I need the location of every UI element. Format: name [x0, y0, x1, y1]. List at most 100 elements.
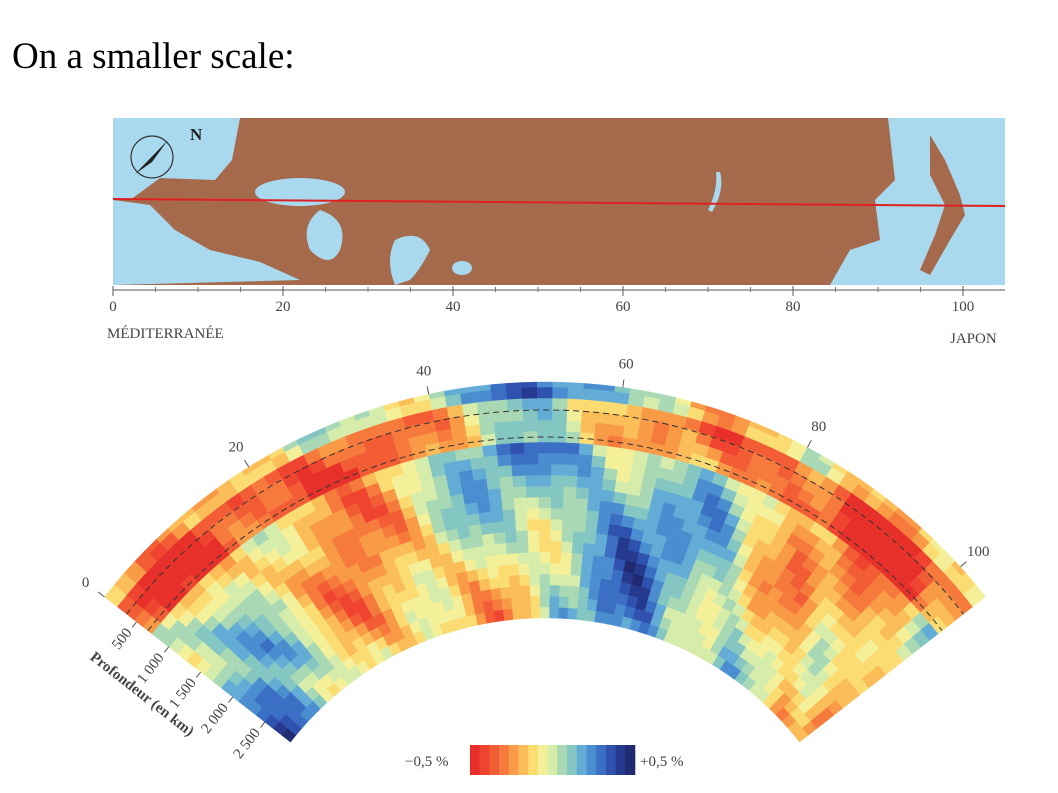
tick-label: 0	[109, 299, 117, 315]
cell	[498, 575, 511, 589]
cell	[582, 388, 600, 401]
swatch	[547, 745, 558, 775]
cell	[502, 608, 514, 621]
cell	[466, 512, 481, 527]
cell	[594, 422, 611, 436]
cell	[519, 574, 531, 587]
cell	[560, 552, 573, 565]
cell	[550, 518, 563, 531]
tick	[426, 386, 430, 395]
cell	[483, 455, 499, 468]
cell	[575, 486, 590, 500]
cell	[489, 498, 503, 512]
colorbar-max: +0,5 %	[640, 754, 683, 770]
depth-tick	[195, 671, 202, 678]
cell	[607, 523, 622, 537]
tick-label: 80	[811, 419, 826, 435]
cell	[514, 508, 528, 521]
cell	[596, 400, 614, 414]
cell	[528, 540, 540, 553]
cell	[488, 576, 501, 590]
cell	[563, 486, 577, 499]
swatch	[479, 745, 490, 775]
cell	[516, 530, 529, 543]
tick	[960, 561, 967, 568]
tick-label: 60	[619, 357, 634, 373]
sea	[113, 118, 240, 200]
depth-tick	[260, 721, 266, 728]
cell	[586, 598, 599, 612]
cell	[570, 563, 583, 576]
cell	[490, 383, 507, 390]
cell	[611, 501, 626, 516]
swatch	[508, 745, 519, 775]
cell	[510, 453, 526, 466]
cell	[552, 381, 569, 388]
cell	[571, 541, 585, 555]
swatch	[489, 745, 500, 775]
cell	[484, 466, 500, 479]
tick-label: 40	[446, 299, 461, 315]
cell	[603, 467, 619, 481]
swatch	[586, 745, 597, 775]
cell	[549, 606, 560, 619]
cell	[597, 389, 615, 403]
cell	[484, 610, 496, 624]
cell	[519, 585, 531, 598]
swatch	[596, 745, 607, 775]
cell	[508, 574, 521, 587]
cell	[537, 419, 553, 432]
cell	[574, 508, 588, 522]
map: N MÉDITERRANÉE JAPON	[107, 118, 1006, 347]
cell	[562, 519, 575, 532]
cell	[567, 607, 578, 620]
cell	[605, 445, 622, 459]
cell	[599, 500, 614, 514]
cell	[486, 565, 500, 579]
cell	[539, 573, 551, 586]
tick-label: 100	[967, 544, 990, 560]
black-sea	[255, 178, 345, 206]
cell	[524, 452, 539, 465]
cell	[566, 420, 582, 433]
tick-label: 80	[786, 299, 801, 315]
cell	[563, 475, 578, 488]
cell	[592, 444, 608, 458]
cell	[550, 507, 564, 520]
cell	[551, 474, 565, 487]
cell	[539, 551, 551, 564]
cell	[539, 595, 551, 608]
cell	[564, 464, 579, 477]
cell	[473, 478, 489, 492]
cell	[537, 386, 553, 399]
cell	[468, 523, 483, 537]
cell	[539, 540, 551, 553]
cell	[470, 456, 486, 470]
cell	[521, 607, 532, 619]
cell	[493, 609, 505, 623]
cell	[564, 453, 580, 466]
left-label: MÉDITERRANÉE	[107, 325, 224, 342]
cell	[537, 397, 553, 410]
cell	[609, 512, 624, 527]
cell	[561, 541, 574, 554]
cell	[587, 498, 601, 512]
cell	[518, 563, 530, 576]
depth-label: 2 000	[198, 700, 231, 736]
cell	[521, 386, 538, 399]
cell	[501, 597, 513, 610]
cell	[604, 456, 620, 470]
colorbar	[470, 745, 636, 775]
cell	[510, 585, 522, 598]
cell	[552, 386, 569, 399]
cell	[493, 421, 510, 434]
tick-label: 20	[276, 299, 291, 315]
cell	[581, 399, 599, 412]
tick	[622, 379, 625, 388]
cell	[568, 596, 579, 609]
cell	[551, 452, 566, 465]
cell	[577, 597, 589, 610]
cell	[490, 509, 505, 523]
